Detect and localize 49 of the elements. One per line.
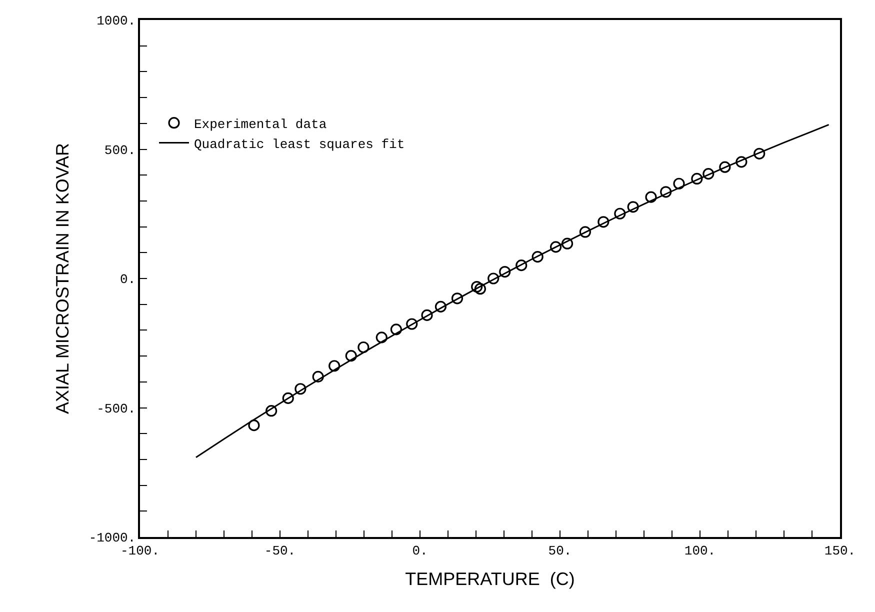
x-tick-label: -100. [120,543,160,558]
point [579,226,591,238]
point [532,250,544,263]
point [627,201,639,213]
point [516,260,528,272]
point [406,318,418,330]
point [376,332,388,344]
x-tick-label: 150. [824,543,856,558]
point [312,370,324,383]
point [390,324,402,336]
y-tick-label: 500. [104,142,136,158]
point [719,161,731,173]
point [691,172,703,185]
point [282,392,294,404]
point [614,208,626,220]
y-tick-label: 1000. [96,14,136,29]
point [451,292,464,304]
legend-label: Quadratic least squares fit [194,136,405,152]
point [660,186,672,198]
point [550,241,562,253]
point [345,350,357,362]
x-tick-label: 50. [548,543,572,558]
point [561,238,574,250]
point [471,280,483,293]
point [673,178,685,190]
y-tick-label: 0. [120,272,136,288]
x-axis-title: TEMPERATURE (C) [405,568,575,589]
point [598,216,610,228]
y-tick-label: -1000. [88,530,136,546]
point [358,341,370,354]
point [754,148,766,160]
point [434,300,447,312]
point [488,272,500,284]
point [294,383,306,395]
point [702,168,714,180]
point [499,266,511,278]
legend-label: Experimental data [194,116,327,132]
x-tick-label: 0. [412,543,428,558]
x-tick-label: 100. [684,543,716,558]
x-tick-label: -50. [264,543,296,558]
point [736,156,748,168]
y-tick-label: -500. [96,401,136,416]
point [421,309,433,322]
point [266,405,278,417]
point [328,360,340,372]
point [645,191,657,203]
point [474,283,486,295]
point [248,420,260,432]
y-axis-title: AXIAL MICROSTRAIN IN KOVAR [52,142,73,414]
